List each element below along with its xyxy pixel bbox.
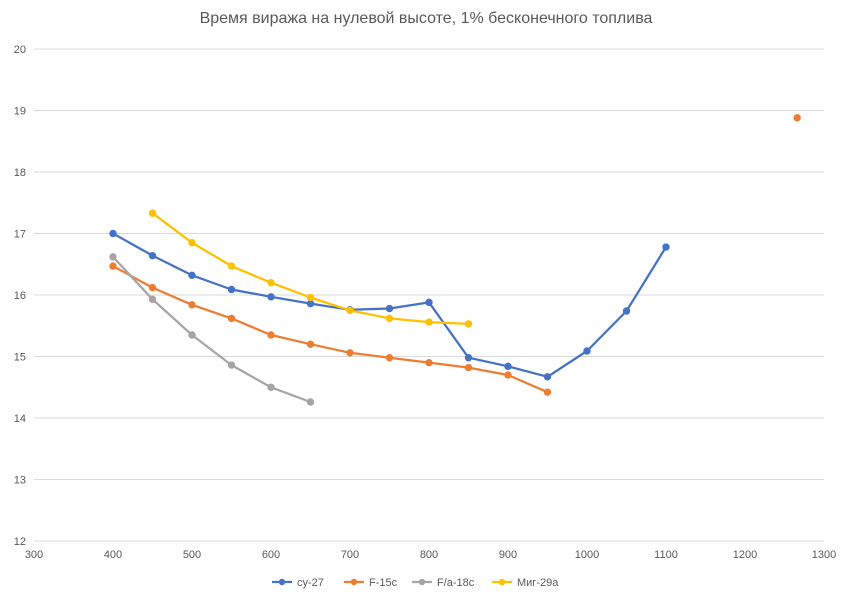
series-1-point-7	[385, 354, 394, 362]
series-1-line-0	[112, 265, 548, 394]
series-1-point-4	[267, 331, 275, 339]
series-1-point-12	[793, 114, 801, 122]
legend-label-1: F-15c	[369, 577, 398, 589]
series-1-point-6	[346, 349, 354, 357]
y-tick-label-17: 17	[14, 229, 26, 241]
series-3-point-8	[464, 320, 473, 328]
x-tick-label-300: 300	[25, 549, 43, 561]
series-0-point-1	[148, 251, 157, 260]
x-tick-label-1000: 1000	[575, 549, 599, 561]
chart-title: Время виража на нулевой высоте, 1% беско…	[199, 10, 653, 27]
series-0-point-7	[385, 304, 394, 313]
series-1-point-8	[425, 358, 433, 367]
series-0-point-3	[227, 285, 236, 294]
series-2-point-4	[267, 383, 275, 391]
series-1-point-5	[306, 340, 315, 348]
series-1-point-0	[109, 262, 117, 270]
series-3-point-4	[306, 293, 315, 302]
legend-marker-3	[498, 578, 506, 586]
series-0-point-9	[464, 354, 473, 362]
y-tick-label-14: 14	[14, 413, 26, 425]
series-0-point-13	[622, 307, 631, 315]
y-tick-label-13: 13	[14, 475, 26, 487]
series-0-point-10	[504, 362, 512, 371]
series-1-point-3	[227, 314, 236, 323]
series-0-point-8	[425, 298, 433, 307]
series-1-point-2	[188, 301, 196, 309]
series-1-point-11	[543, 388, 552, 396]
series-3-point-2	[227, 262, 236, 270]
legend-marker-1	[350, 578, 358, 586]
y-tick-label-19: 19	[14, 106, 26, 118]
series-0-point-2	[188, 271, 196, 280]
series-3-point-6	[385, 314, 394, 323]
series-2-point-3	[227, 361, 236, 369]
series-3-point-3	[267, 279, 275, 287]
series-2-point-2	[188, 331, 196, 339]
legend-label-2: F/a-18c	[437, 577, 475, 589]
x-tick-label-500: 500	[183, 549, 201, 561]
series-2-point-1	[148, 295, 157, 304]
y-tick-label-16: 16	[14, 290, 26, 302]
series-3-point-1	[188, 239, 196, 247]
x-tick-label-1100: 1100	[654, 549, 678, 561]
legend-marker-0	[278, 578, 286, 586]
x-tick-label-1200: 1200	[733, 549, 757, 561]
series-0-point-4	[267, 293, 275, 301]
series-0-point-5	[306, 299, 315, 308]
x-tick-label-400: 400	[104, 549, 122, 561]
series-2-point-0	[109, 253, 117, 261]
x-tick-label-800: 800	[420, 549, 438, 561]
x-tick-label-900: 900	[499, 549, 517, 561]
legend-marker-2	[418, 578, 426, 586]
series-3-point-0	[148, 209, 157, 217]
legend-label-0: су-27	[297, 577, 324, 589]
x-tick-label-1300: 1300	[812, 549, 836, 561]
series-1-point-1	[148, 283, 157, 292]
series-0-point-12	[583, 347, 591, 355]
y-tick-label-12: 12	[14, 536, 26, 548]
y-tick-label-18: 18	[14, 167, 26, 179]
series-0-point-11	[543, 373, 552, 381]
series-1-point-9	[464, 363, 473, 372]
legend-label-3: Миг-29а	[517, 577, 559, 589]
series-3-point-7	[425, 318, 433, 326]
y-tick-label-20: 20	[14, 44, 26, 56]
y-tick-label-15: 15	[14, 352, 26, 364]
x-tick-label-700: 700	[341, 549, 359, 561]
series-3-point-5	[346, 306, 354, 315]
series-1-point-10	[504, 371, 512, 379]
series-2-point-5	[306, 398, 315, 406]
series-0-point-0	[109, 229, 117, 238]
x-tick-label-600: 600	[262, 549, 280, 561]
series-0-point-14	[662, 243, 670, 251]
series-2-line-0	[112, 256, 311, 404]
